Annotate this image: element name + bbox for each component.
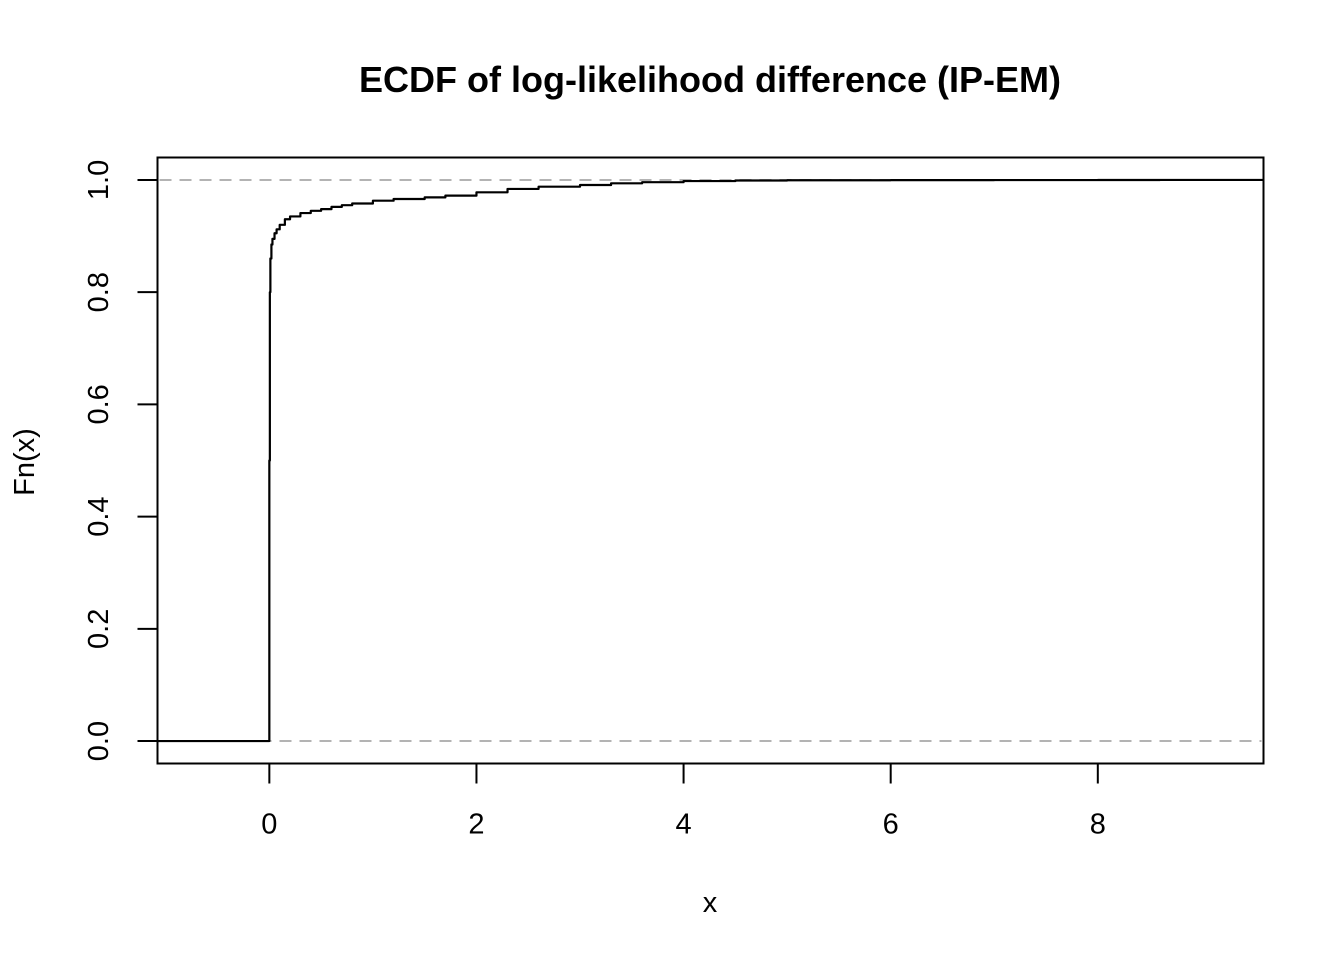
y-axis: 0.0 0.2 0.4 0.6 0.8 1.0	[83, 160, 158, 761]
y-tick-label: 0.6	[83, 384, 115, 424]
ecdf-series-line-0	[157, 178, 1264, 743]
y-tick-label: 0.8	[83, 272, 115, 312]
plot-frame	[156, 156, 1265, 765]
x-tick-label: 4	[676, 809, 692, 841]
y-tick-label: 0.2	[83, 609, 115, 649]
x-tick-label: 8	[1090, 809, 1106, 841]
x-axis-label: x	[703, 887, 718, 919]
x-tick-label: 2	[468, 809, 484, 841]
x-axis: 0 2 4 6 8	[261, 763, 1106, 841]
x-tick-label: 6	[883, 809, 899, 841]
y-tick-label: 1.0	[83, 160, 115, 200]
y-tick-label: 0.0	[83, 721, 115, 761]
x-tick-label: 0	[261, 809, 277, 841]
chart-title: ECDF of log-likelihood difference (IP-EM…	[359, 59, 1061, 100]
y-axis-label: Fn(x)	[9, 428, 41, 496]
y-tick-label: 0.4	[83, 496, 115, 536]
reference-lines	[159, 178, 1262, 743]
series-layer	[157, 178, 1264, 743]
